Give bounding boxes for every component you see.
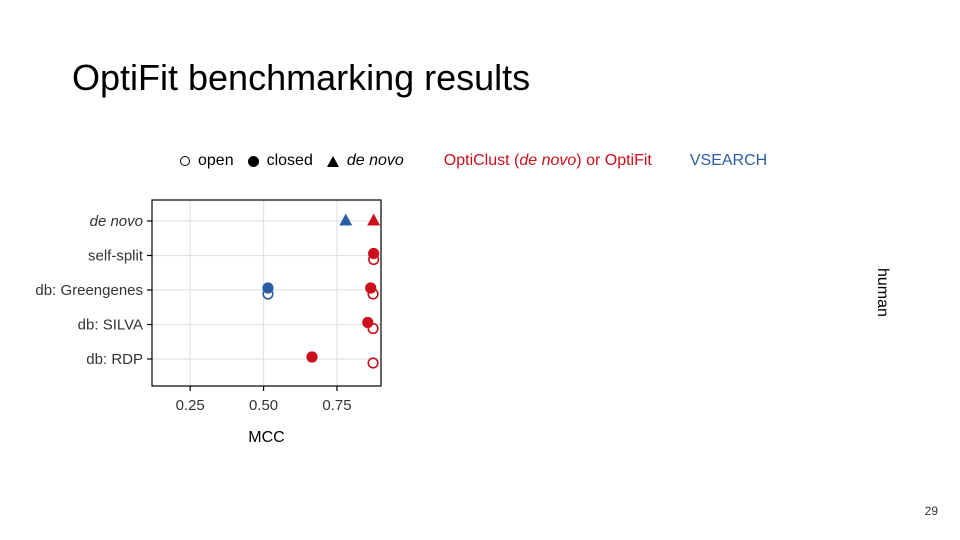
legend-red-prefix: OptiClust ( — [443, 152, 520, 169]
x-axis-label: MCC — [248, 429, 284, 446]
panel-border — [151, 199, 382, 387]
y-tick-label-3: db: SILVA — [78, 317, 143, 334]
x-tick-label-0: 0.25 — [176, 397, 205, 414]
legend-red-group: OptiClust (de novo) or OptiFit — [444, 152, 652, 170]
slide-title: OptiFit benchmarking results — [72, 57, 531, 98]
legend-de-novo-label: de novo — [346, 152, 404, 169]
y-tick-label-2: db: Greengenes — [35, 282, 143, 299]
closed-circle-icon — [247, 155, 259, 167]
data-point-red-7 — [306, 351, 318, 363]
data-point-blue-0 — [339, 213, 353, 226]
legend-closed-label: closed — [266, 152, 313, 169]
data-point-red-4 — [367, 288, 379, 300]
data-point-red-5 — [362, 316, 374, 329]
y-tick-label-0: de novo — [90, 213, 143, 230]
chart-legend: open closed de novo OptiClust (de novo) … — [180, 150, 767, 172]
facet-label: human — [874, 267, 891, 317]
y-tick-label-4: db: RDP — [86, 351, 143, 368]
data-point-red-2 — [368, 253, 380, 266]
legend-open-label: open — [198, 152, 234, 169]
data-point-blue-2 — [262, 288, 274, 300]
data-point-red-6 — [367, 322, 379, 335]
legend-red-suffix: ) or OptiFit — [576, 152, 652, 169]
data-point-red-0 — [367, 213, 381, 226]
legend-red-italic: de novo — [519, 152, 577, 169]
y-tick-label-1: self-split — [88, 248, 144, 265]
triangle-icon — [326, 155, 339, 167]
legend-blue-label: VSEARCH — [689, 152, 768, 169]
data-point-red-3 — [365, 282, 377, 294]
page-number: 29 — [924, 504, 938, 518]
x-tick-label-1: 0.50 — [249, 397, 278, 414]
open-circle-icon — [180, 156, 190, 166]
x-tick-label-2: 0.75 — [322, 397, 351, 414]
data-point-red-8 — [367, 357, 379, 369]
